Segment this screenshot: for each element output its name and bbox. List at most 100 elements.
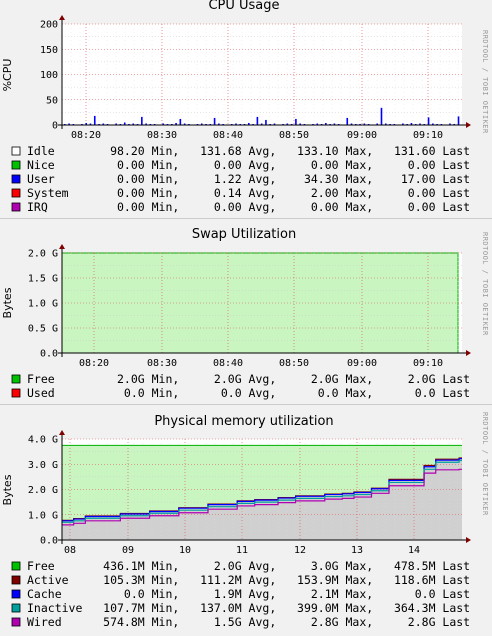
legend-swatch-active — [11, 575, 21, 585]
series-line-wired — [62, 468, 462, 526]
y-axis-arrow — [59, 430, 65, 435]
legend-swatch-nice — [11, 160, 21, 170]
y-tick-label: 1.0 G — [28, 299, 58, 310]
user-bar — [205, 123, 207, 125]
grid — [62, 23, 462, 125]
x-tick-label: 08 — [64, 545, 76, 556]
user-bar — [68, 123, 70, 125]
user-bar — [166, 123, 169, 125]
user-bar — [320, 123, 323, 125]
user-bar — [290, 123, 293, 125]
y-tick-labels: 0.0 0.5 G 1.0 G 1.5 G 2.0 G — [28, 249, 58, 360]
legend-swatch-cache — [11, 589, 21, 599]
user-bar — [89, 123, 92, 125]
used-memory-area — [62, 457, 462, 540]
user-bar — [235, 123, 237, 125]
user-bar — [325, 122, 327, 125]
x-tick-label: 14 — [408, 545, 420, 556]
user-bar — [380, 107, 383, 125]
user-bar — [363, 123, 366, 125]
y-axis-arrow — [59, 15, 65, 20]
user-bar — [188, 123, 190, 125]
user-bar — [153, 123, 156, 125]
user-bar — [286, 123, 289, 125]
grid — [62, 252, 462, 353]
user-bar — [440, 123, 443, 125]
y-tick-label: 0.5 G — [28, 324, 58, 335]
x-tick-label: 08:40 — [213, 358, 243, 369]
memory-lines — [62, 444, 462, 526]
user-bar — [175, 122, 177, 125]
user-bar — [350, 123, 353, 125]
legend-swatch-irq — [11, 202, 21, 212]
user-bar — [423, 123, 426, 125]
user-bar — [72, 123, 75, 125]
chart-title: CPU Usage — [208, 0, 279, 13]
user-bar — [265, 119, 267, 125]
user-bar — [303, 123, 306, 125]
user-bar — [359, 123, 361, 125]
user-bar — [162, 123, 165, 125]
user-bar — [432, 123, 434, 125]
user-bar — [410, 122, 413, 125]
x-axis-arrow — [466, 537, 471, 543]
user-bar — [436, 123, 438, 125]
user-bar — [312, 123, 314, 125]
y-tick-label: 4.0 G — [28, 435, 58, 446]
user-bar — [243, 123, 246, 125]
chart-title: Swap Utilization — [192, 227, 296, 242]
y-tick-label: 100 — [40, 70, 58, 81]
user-bar — [170, 123, 173, 125]
user-bar — [230, 123, 233, 125]
user-bar — [149, 123, 152, 125]
y-tick-label: 3.0 G — [28, 460, 58, 471]
x-tick-labels: 08 09 10 11 12 13 14 — [64, 545, 420, 556]
y-tick-label: 1.0 G — [28, 510, 58, 521]
legend-swatch-user — [11, 174, 21, 184]
x-tick-label: 09:10 — [413, 130, 443, 141]
legend-row-cache: Cache 0.0 Min, 1.9M Avg, 2.1M Max, 0.0 L… — [27, 587, 470, 601]
user-bar — [196, 123, 199, 125]
x-tick-label: 08:40 — [213, 130, 243, 141]
user-bar — [389, 123, 391, 125]
user-bar — [269, 123, 272, 125]
user-bar — [295, 118, 297, 125]
user-bar — [337, 123, 340, 125]
user-bar — [93, 115, 96, 125]
y-tick-label: 150 — [40, 45, 58, 56]
x-tick-label: 09:00 — [347, 130, 377, 141]
user-bar — [329, 123, 331, 125]
y-tick-label: 0.0 — [40, 349, 58, 360]
user-bar — [179, 118, 182, 125]
x-tick-label: 12 — [294, 545, 306, 556]
user-bar — [119, 123, 122, 125]
legend-row-user: User 0.00 Min, 1.22 Avg, 34.30 Max, 17.0… — [27, 172, 470, 186]
x-tick-label: 09:00 — [347, 358, 377, 369]
user-bar — [393, 123, 396, 125]
legend-row-free: Free 2.0G Min, 2.0G Avg, 2.0G Max, 2.0G … — [27, 372, 470, 386]
user-bar — [123, 122, 126, 125]
rrdtool-watermark: RRDTOOL / TOBI OETIKER — [481, 412, 489, 516]
legend-row-system: System 0.00 Min, 0.14 Avg, 2.00 Max, 0.0… — [27, 186, 470, 200]
user-bar — [282, 123, 284, 125]
x-tick-label: 08:20 — [79, 358, 109, 369]
user-bar — [183, 123, 186, 125]
user-bar — [132, 123, 135, 125]
user-series-bars — [64, 107, 460, 125]
y-tick-label: 2.0 G — [28, 485, 58, 496]
user-bar — [427, 117, 430, 125]
user-bar — [115, 123, 117, 125]
x-tick-label: 08:30 — [147, 130, 177, 141]
user-bar — [316, 123, 319, 125]
legend-swatch-used — [11, 388, 21, 398]
memory-areas — [62, 445, 462, 540]
swap-utilization-chart: Swap Utilization Bytes RRDTOOL / TOBI OE… — [0, 218, 492, 404]
legend-swatch-idle — [11, 146, 21, 156]
x-tick-label: 08:50 — [279, 130, 309, 141]
y-tick-label: 2.0 G — [28, 249, 58, 260]
user-bar — [453, 123, 456, 125]
grid — [62, 438, 462, 540]
x-tick-label: 09 — [122, 545, 134, 556]
legend-swatch-free — [11, 561, 21, 571]
user-bar — [106, 123, 109, 125]
